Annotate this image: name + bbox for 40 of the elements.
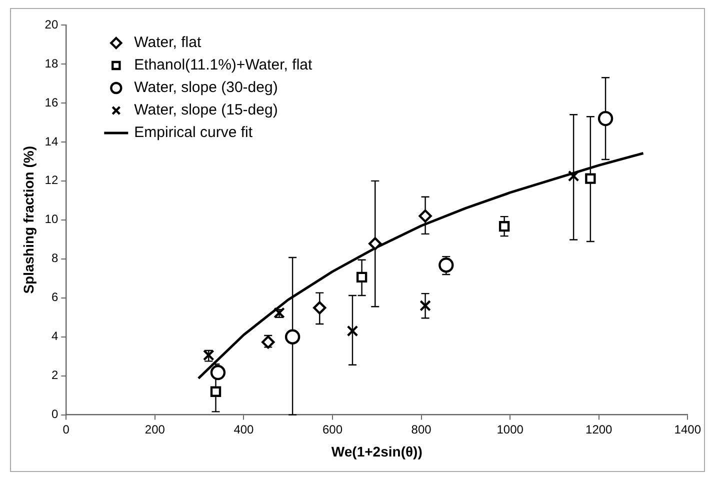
point — [598, 110, 614, 126]
legend-label: Water, slope (15-deg) — [134, 102, 278, 119]
x-tick-label: 400 — [234, 422, 254, 436]
point — [356, 272, 368, 283]
y-tick-label: 6 — [51, 290, 58, 304]
legend-label: Ethanol(11.1%)+Water, flat — [134, 56, 313, 74]
point — [418, 209, 432, 223]
point — [498, 220, 510, 232]
y-tick-label: 8 — [51, 251, 58, 266]
x-axis-title: We(1+2sin(θ)) — [331, 443, 422, 460]
point — [368, 237, 382, 250]
point — [284, 329, 300, 344]
legend-label: Water, slope (30-deg) — [134, 79, 278, 96]
x-tick-label: 0 — [62, 422, 70, 436]
point — [585, 173, 596, 184]
y-tick-label: 4 — [51, 329, 58, 344]
y-axis-title: Splashing fraction (%) — [20, 146, 36, 294]
x-tick-label: 200 — [144, 422, 166, 436]
point — [420, 300, 431, 312]
y-tick-label: 2 — [51, 368, 58, 382]
x-tick-label: 1000 — [496, 422, 524, 436]
x-tick-label: 600 — [322, 422, 343, 436]
legend-label: Empirical curve fit — [134, 124, 254, 142]
x-tick-label: 1400 — [674, 422, 702, 436]
point — [438, 258, 454, 273]
y-tick-label: 16 — [44, 95, 58, 110]
legend-label: Water, flat — [134, 34, 202, 52]
y-tick-label: 12 — [44, 173, 58, 188]
point — [568, 170, 580, 182]
x-tick-label: 800 — [411, 422, 432, 436]
y-tick-label: 20 — [44, 17, 58, 32]
y-tick-label: 0 — [51, 407, 58, 422]
x-tick-label: 1200 — [586, 422, 613, 436]
point — [313, 301, 326, 314]
y-tick-label: 18 — [44, 56, 58, 70]
y-tick-label: 14 — [44, 134, 58, 148]
point — [210, 386, 222, 397]
point — [346, 325, 358, 337]
y-tick-label: 10 — [44, 212, 58, 226]
point — [210, 364, 226, 380]
